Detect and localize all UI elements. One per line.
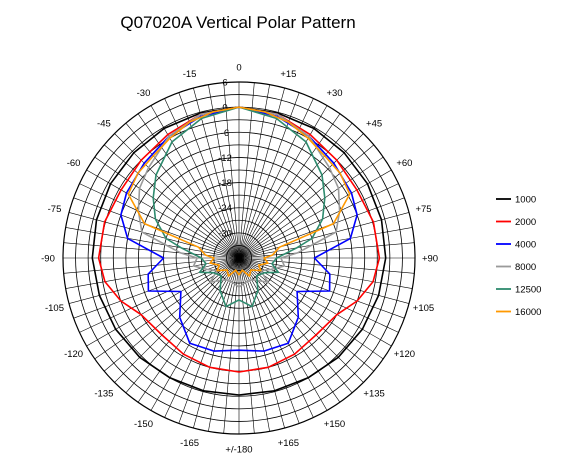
- grid-spoke: [114, 133, 240, 259]
- angle-tick-labels: 0 +15 +30 +45 +60 +75 +90 +105 +120 +135 +150 +165 +…: [41, 63, 438, 456]
- grid-spoke: [68, 212, 240, 259]
- angle-tick-label: -135: [94, 389, 113, 400]
- series-curve-16000: [127, 106, 351, 277]
- angle-tick-label: +90: [422, 254, 438, 265]
- grid-spoke: [79, 183, 240, 259]
- legend-label: 4000: [515, 240, 536, 251]
- grid-spoke: [238, 144, 374, 259]
- radial-tick-label: -18: [218, 178, 232, 189]
- angle-tick-label: -150: [134, 419, 153, 430]
- grid-spoke: [164, 98, 240, 259]
- series-curve-8000: [137, 106, 341, 289]
- grid-spoke: [238, 257, 399, 333]
- grid-spoke: [178, 92, 240, 259]
- angle-tick-label: 0: [236, 63, 241, 74]
- grid-spoke: [238, 257, 410, 304]
- grid-spoke: [238, 257, 341, 403]
- grid-spoke: [238, 257, 270, 432]
- legend-label: 12500: [515, 285, 541, 296]
- grid-spoke: [238, 92, 300, 259]
- grid-spoke: [238, 133, 364, 259]
- grid-spoke: [114, 257, 240, 383]
- angle-tick-label: +165: [278, 438, 299, 449]
- radial-tick-label: -6: [221, 128, 229, 139]
- grid-spoke: [238, 169, 392, 259]
- grid-spoke: [223, 82, 240, 259]
- radial-tick-label: -12: [218, 153, 232, 164]
- grid-spoke: [238, 82, 255, 259]
- angle-tick-label: +15: [280, 69, 296, 80]
- grid-spoke: [79, 257, 240, 333]
- grid-spoke: [238, 257, 314, 418]
- grid-spoke: [164, 257, 240, 418]
- grid-spoke: [238, 257, 364, 383]
- legend-label: 2000: [515, 217, 536, 228]
- radial-tick-label: -24: [218, 203, 232, 214]
- angle-tick-label: +150: [324, 419, 345, 430]
- grid-spoke: [223, 257, 240, 434]
- radial-tick-label: -30: [218, 228, 232, 239]
- grid-spoke: [150, 257, 240, 411]
- series-curve-2000: [97, 106, 381, 373]
- grid-spoke: [208, 257, 240, 432]
- angle-tick-label: +45: [366, 118, 382, 129]
- grid-spoke: [68, 257, 240, 304]
- angle-tick-label: -90: [41, 254, 55, 265]
- series-curve-4000: [120, 106, 358, 352]
- grid-spoke: [193, 257, 240, 429]
- grid-spoke: [238, 257, 285, 429]
- legend-label: 1000: [515, 195, 536, 206]
- angle-tick-label: -45: [97, 118, 111, 129]
- series-curve-1000: [91, 106, 387, 396]
- grid-spoke: [238, 212, 410, 259]
- angle-tick-label: -120: [64, 349, 83, 360]
- grid-spoke: [125, 123, 240, 259]
- grid-spoke: [238, 98, 314, 259]
- grid-spoke: [238, 257, 328, 411]
- angle-tick-label: +105: [413, 303, 434, 314]
- grid-spoke: [73, 257, 240, 319]
- angle-tick-label: +60: [396, 158, 412, 169]
- angle-tick-label: +120: [394, 349, 415, 360]
- series-curve-12500: [152, 106, 326, 308]
- grid-spoke: [238, 257, 415, 274]
- grid-spoke: [86, 169, 240, 259]
- grid-spoke: [104, 144, 240, 259]
- grid-spoke: [238, 257, 374, 372]
- angle-tick-label: +135: [363, 389, 384, 400]
- angle-tick-label: -75: [48, 204, 62, 215]
- angle-tick-label: -165: [180, 438, 199, 449]
- grid-spoke: [137, 113, 240, 259]
- angle-tick-label: +/-180: [225, 445, 252, 456]
- grid-spoke: [104, 257, 240, 372]
- legend-label: 8000: [515, 262, 536, 273]
- grid-spoke: [238, 105, 328, 259]
- grid-spoke: [63, 257, 240, 274]
- polar-grid: [62, 81, 416, 435]
- angle-tick-label: +75: [415, 204, 431, 215]
- angle-tick-label: -15: [183, 69, 197, 80]
- angle-tick-label: -105: [45, 303, 64, 314]
- grid-spoke: [137, 257, 240, 403]
- grid-spoke: [238, 113, 341, 259]
- radial-tick-label: 0: [222, 103, 227, 114]
- radial-tick-label: 6: [222, 78, 227, 89]
- legend: 1000 2000 4000 8000 12500 16000: [496, 195, 541, 318]
- radial-tick-labels: 6 0 -6 -12 -18 -24 -30: [218, 78, 232, 240]
- legend-label: 16000: [515, 307, 541, 318]
- grid-spoke: [238, 257, 300, 424]
- grid-spoke: [238, 257, 405, 319]
- grid-spoke: [150, 105, 240, 259]
- chart-title: Q07020A Vertical Polar Pattern: [120, 13, 355, 32]
- series-curves: [91, 106, 387, 396]
- angle-tick-label: +30: [326, 88, 342, 99]
- grid-spoke: [178, 257, 240, 424]
- angle-tick-label: -30: [137, 88, 151, 99]
- grid-spoke: [238, 257, 255, 434]
- grid-spoke: [238, 123, 353, 259]
- angle-tick-label: -60: [67, 158, 81, 169]
- grid-spoke: [238, 183, 399, 259]
